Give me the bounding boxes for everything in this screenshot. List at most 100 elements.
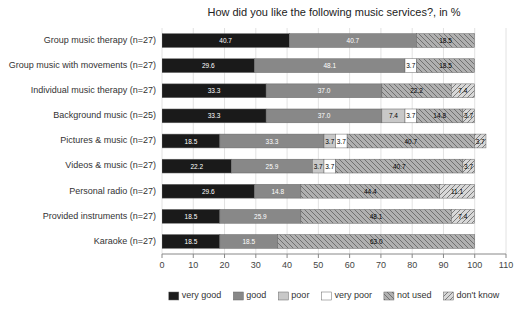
data-label: 14.8 xyxy=(271,188,284,195)
data-label: 3.7 xyxy=(406,112,415,119)
data-label: 3.7 xyxy=(476,138,485,145)
tick-label: 110 xyxy=(499,260,513,270)
bar-segment xyxy=(417,34,475,48)
series xyxy=(278,34,475,249)
bar-segment xyxy=(417,109,463,123)
data-label: 37.0 xyxy=(318,87,331,94)
bar-segment xyxy=(451,84,474,98)
tick-mark xyxy=(255,254,256,258)
bar-segment xyxy=(266,84,382,98)
bar-segment xyxy=(324,159,336,173)
category-label: Group music therapy (n=27) xyxy=(44,35,156,45)
bar-segment xyxy=(336,134,348,148)
category-label: Background music (n=25) xyxy=(53,110,156,120)
data-label: 33.3 xyxy=(266,138,279,145)
data-label: 3.7 xyxy=(337,138,346,145)
data-label: 3.7 xyxy=(325,163,334,170)
legend-label: very poor xyxy=(334,290,372,300)
data-label: 22.2 xyxy=(190,163,203,170)
data-label: 33.3 xyxy=(208,87,221,94)
bar-segment xyxy=(405,109,417,123)
category-label: Videos & music (n=27) xyxy=(65,160,156,170)
grid-line xyxy=(506,28,507,254)
bar-segment xyxy=(162,209,220,223)
bar-segment xyxy=(162,235,220,249)
data-label: 44.4 xyxy=(364,188,377,195)
bar-segment xyxy=(162,84,266,98)
bar-segment xyxy=(162,184,255,198)
tick-mark xyxy=(412,254,413,258)
bar-segment xyxy=(474,235,475,249)
tick-mark xyxy=(193,254,194,258)
title: How did you like the following music ser… xyxy=(207,6,460,18)
legend-label: very good xyxy=(182,290,222,300)
data-label: 3.7 xyxy=(314,163,323,170)
y-axis: Group music therapy (n=27) Group music wi… xyxy=(9,35,156,246)
data-label: 7.4 xyxy=(458,87,467,94)
grid xyxy=(162,28,506,254)
tick-label: 60 xyxy=(345,260,355,270)
tick-mark xyxy=(318,254,319,258)
bar-segment xyxy=(301,184,440,198)
data-label: 18.5 xyxy=(439,37,452,44)
category-label: Karaoke (n=27) xyxy=(94,236,156,246)
tick-mark xyxy=(162,254,163,258)
tick-mark xyxy=(287,254,288,258)
bar-segment xyxy=(474,134,486,148)
bar-segment xyxy=(405,59,417,73)
tick-label: 10 xyxy=(188,260,198,270)
data-label: 3.7 xyxy=(464,112,473,119)
legend-label: not used xyxy=(397,290,432,300)
legend-item: good xyxy=(233,290,266,300)
tick-label: 30 xyxy=(251,260,261,270)
data-label: 33.3 xyxy=(208,112,221,119)
data-label: 40.7 xyxy=(347,37,360,44)
category-label: Pictures & music (n=27) xyxy=(60,135,156,145)
bar-segment xyxy=(266,109,382,123)
bars xyxy=(162,34,486,249)
legend-swatch xyxy=(384,292,394,300)
data-label: 7.4 xyxy=(389,112,398,119)
tick-mark xyxy=(506,254,507,258)
tick-label: 100 xyxy=(467,260,482,270)
bar-segment xyxy=(312,159,324,173)
series xyxy=(324,59,417,173)
bar-segment xyxy=(440,184,475,198)
category-label: Individual music therapy (n=27) xyxy=(31,85,156,95)
data-label: 18.5 xyxy=(242,238,255,245)
tick-mark xyxy=(224,254,225,258)
category-label: Personal radio (n=27) xyxy=(69,186,156,196)
bar-segment xyxy=(162,59,255,73)
tick-mark xyxy=(380,254,381,258)
legend-swatch xyxy=(443,292,453,300)
legend-item: very poor xyxy=(321,290,372,300)
tick-label: 70 xyxy=(376,260,386,270)
bar-segment xyxy=(382,84,451,98)
data-label: 37.0 xyxy=(318,112,331,119)
category-label: Provided instruments (n=27) xyxy=(43,211,156,221)
bar-segment xyxy=(278,235,475,249)
legend-swatch xyxy=(169,292,179,300)
bar-segment xyxy=(231,159,312,173)
bar-segment xyxy=(289,34,416,48)
category-label: Group music with movements (n=27) xyxy=(9,60,156,70)
legend-item: not used xyxy=(384,290,432,300)
data-label: 48.1 xyxy=(370,213,383,220)
legend-item: don't know xyxy=(443,290,499,300)
chart: Group music therapy (n=27) Group music wi… xyxy=(0,0,520,312)
bar-segment xyxy=(255,59,405,73)
data-label: 40.7 xyxy=(404,138,417,145)
data-label: 25.9 xyxy=(254,213,267,220)
bar-segment xyxy=(301,209,451,223)
tick-mark xyxy=(349,254,350,258)
legend-swatch xyxy=(321,292,331,300)
legend-label: good xyxy=(246,290,266,300)
data-label: 48.1 xyxy=(323,62,336,69)
data-label: 18.5 xyxy=(439,62,452,69)
legend-swatch xyxy=(233,292,243,300)
data-label: 18.5 xyxy=(185,238,198,245)
legend-item: very good xyxy=(169,290,222,300)
tick-mark xyxy=(443,254,444,258)
bar-segment xyxy=(162,134,220,148)
tick-label: 50 xyxy=(313,260,323,270)
